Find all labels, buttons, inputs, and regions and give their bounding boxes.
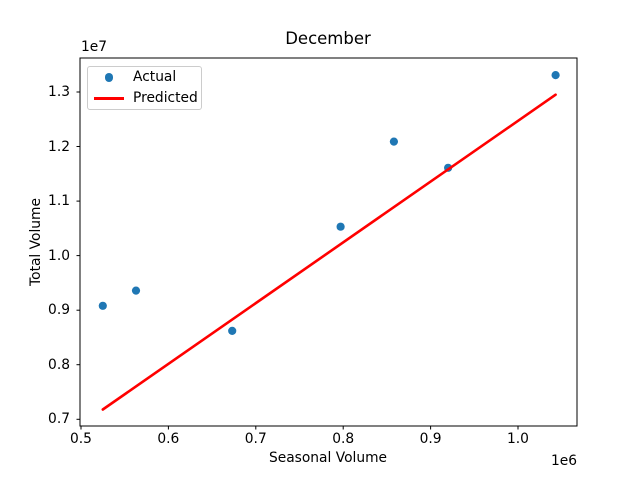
x-tick-label: 0.9 [419, 431, 442, 447]
line-marker-icon [94, 97, 124, 100]
scatter-point [551, 71, 560, 80]
plot-border [79, 57, 578, 427]
legend-item-predicted: Predicted [88, 88, 201, 109]
legend-handle [94, 97, 124, 100]
x-tick-label: 0.6 [157, 431, 180, 447]
prediction-line [101, 93, 557, 411]
x-axis-offset-label: 1e6 [550, 453, 577, 469]
y-axis-offset-label: 1e7 [81, 39, 108, 55]
legend-label-predicted: Predicted [133, 89, 198, 106]
y-tick-label: 0.7 [48, 411, 70, 428]
scatter-point [336, 222, 345, 231]
scatter-point [228, 326, 237, 335]
x-tick-label: 1.0 [507, 431, 529, 447]
x-tick-label: 0.8 [332, 431, 355, 447]
x-tick-label: 0.7 [244, 431, 267, 447]
scatter-point [98, 301, 107, 310]
legend-handle [94, 73, 124, 82]
x-tick-label: 0.5 [69, 431, 92, 447]
legend-label-actual: Actual [133, 68, 177, 85]
y-tick-label: 1.2 [48, 138, 70, 155]
x-axis-title: Seasonal Volume [268, 450, 388, 466]
scatter-marker-icon [104, 73, 114, 82]
scatter-point [389, 137, 398, 146]
scatter-point [131, 286, 141, 295]
y-tick-label: 0.9 [48, 302, 70, 319]
y-tick-label: 0.8 [48, 356, 70, 373]
y-tick-label: 1.0 [48, 247, 70, 264]
y-tick-label: 1.3 [48, 83, 70, 100]
legend-item-actual: Actual [88, 67, 201, 88]
chart-title: December [285, 29, 371, 48]
y-axis-title: Total Volume [28, 198, 44, 286]
y-tick-label: 1.1 [48, 193, 70, 210]
legend-box: Actual Predicted [87, 66, 202, 110]
